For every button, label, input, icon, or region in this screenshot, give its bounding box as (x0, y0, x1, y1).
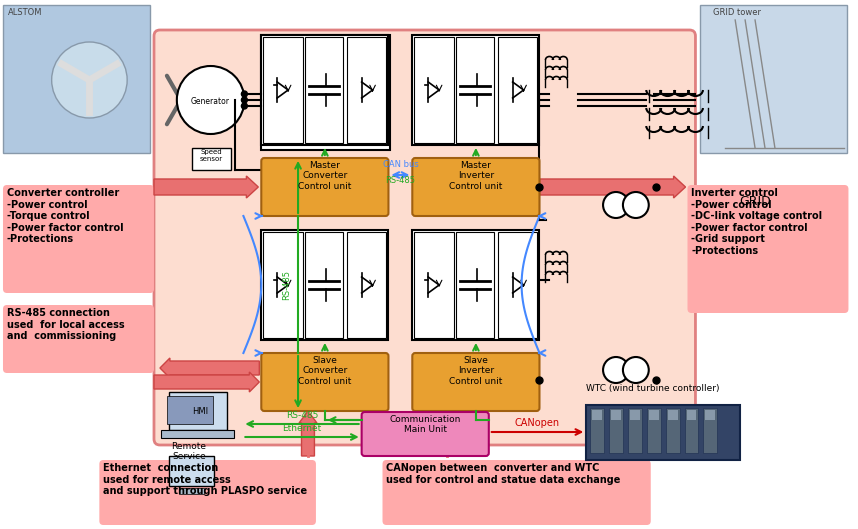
FancyBboxPatch shape (383, 460, 650, 525)
FancyBboxPatch shape (413, 353, 540, 411)
FancyArrow shape (438, 411, 456, 456)
Bar (685, 408, 698, 453)
Bar (498, 232, 537, 338)
Circle shape (603, 192, 629, 218)
Bar (263, 232, 303, 338)
Bar (668, 410, 678, 420)
FancyBboxPatch shape (3, 305, 154, 373)
FancyBboxPatch shape (262, 353, 389, 411)
Bar (191, 148, 232, 170)
Bar (263, 37, 303, 143)
FancyBboxPatch shape (413, 158, 540, 216)
Text: Slave
Converter
Control unit: Slave Converter Control unit (299, 356, 352, 386)
Bar (305, 37, 342, 143)
FancyBboxPatch shape (687, 185, 849, 313)
Bar (413, 230, 540, 340)
Text: RS-485: RS-485 (286, 411, 318, 420)
Bar (167, 396, 213, 424)
FancyBboxPatch shape (100, 460, 316, 525)
Bar (305, 232, 342, 338)
Bar (178, 488, 203, 494)
Bar (647, 408, 661, 453)
Text: Speed
sensor: Speed sensor (200, 149, 223, 162)
Bar (704, 408, 717, 453)
Text: Ethernet: Ethernet (282, 424, 322, 433)
Bar (414, 232, 454, 338)
Text: RS-485: RS-485 (385, 176, 415, 185)
Bar (169, 456, 214, 486)
Bar (413, 35, 540, 145)
FancyArrow shape (160, 358, 259, 378)
Bar (498, 37, 537, 143)
Circle shape (241, 97, 247, 103)
Circle shape (241, 103, 247, 109)
Text: Slave
Inverter
Control unit: Slave Inverter Control unit (450, 356, 503, 386)
Bar (169, 392, 227, 430)
Text: ALSTOM: ALSTOM (8, 8, 42, 17)
Bar (586, 405, 740, 460)
Text: Generator: Generator (191, 97, 230, 106)
FancyArrow shape (154, 176, 258, 198)
Bar (628, 408, 642, 453)
Text: HMI: HMI (192, 406, 208, 415)
Bar (630, 410, 640, 420)
Text: Master
Inverter
Control unit: Master Inverter Control unit (450, 161, 503, 191)
Circle shape (241, 91, 247, 97)
FancyBboxPatch shape (154, 30, 696, 445)
Bar (414, 37, 454, 143)
FancyBboxPatch shape (361, 412, 489, 456)
Bar (592, 410, 602, 420)
Bar (686, 410, 697, 420)
Bar (161, 430, 234, 438)
Bar (611, 410, 621, 420)
Bar (705, 410, 716, 420)
Bar (649, 410, 659, 420)
Circle shape (623, 357, 649, 383)
Bar (609, 408, 623, 453)
Bar (456, 232, 493, 338)
Text: Master
Converter
Control unit: Master Converter Control unit (299, 161, 352, 191)
Text: WTC (wind turbine controller): WTC (wind turbine controller) (586, 384, 720, 393)
FancyArrow shape (299, 411, 317, 456)
Circle shape (603, 357, 629, 383)
Text: CAN bus: CAN bus (383, 160, 418, 169)
Bar (456, 37, 493, 143)
Text: GRID tower: GRID tower (713, 8, 761, 17)
Bar (262, 35, 390, 150)
FancyBboxPatch shape (262, 158, 389, 216)
FancyBboxPatch shape (3, 185, 154, 293)
Circle shape (623, 192, 649, 218)
FancyArrow shape (540, 176, 686, 198)
Circle shape (51, 42, 127, 118)
Text: CANopen: CANopen (515, 418, 560, 428)
Text: RS-485 connection
used  for local access
and  commissioning: RS-485 connection used for local access … (7, 308, 124, 341)
Text: RS-485: RS-485 (281, 270, 291, 300)
Text: Converter controller
-Power control
-Torque control
-Power factor control
-Prote: Converter controller -Power control -Tor… (7, 188, 124, 244)
Circle shape (177, 66, 245, 134)
Bar (347, 37, 386, 143)
Bar (262, 35, 389, 145)
Text: Communication
Main Unit: Communication Main Unit (390, 415, 461, 434)
Text: GRID: GRID (740, 195, 771, 208)
FancyArrow shape (154, 372, 259, 392)
Bar (3, 5, 150, 153)
Bar (700, 5, 848, 153)
Bar (590, 408, 604, 453)
Bar (347, 232, 386, 338)
Text: CANopen between  converter and WTC
used for control and statue data exchange: CANopen between converter and WTC used f… (386, 463, 621, 485)
Text: Inverter control
-Power control
-DC-link voltage control
-Power factor control
-: Inverter control -Power control -DC-link… (692, 188, 823, 256)
Text: Remote
Service: Remote Service (172, 442, 206, 461)
Bar (262, 230, 389, 340)
Text: Ethernet  connection
used for remote access
and support through PLASPO service: Ethernet connection used for remote acce… (103, 463, 307, 496)
Bar (666, 408, 680, 453)
